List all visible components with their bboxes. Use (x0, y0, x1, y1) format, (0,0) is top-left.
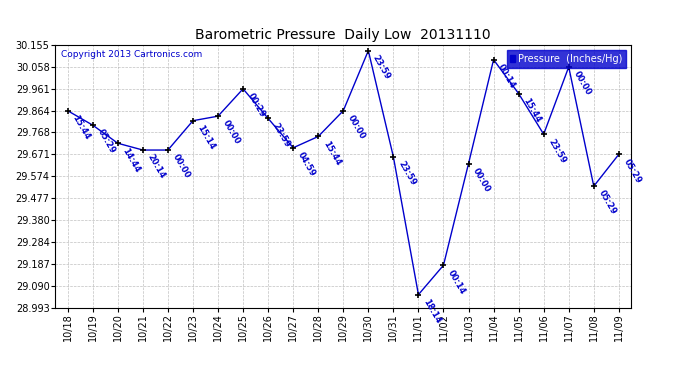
Text: 00:00: 00:00 (471, 166, 492, 194)
Text: 00:00: 00:00 (221, 119, 242, 146)
Text: 18:14: 18:14 (421, 297, 442, 325)
Text: 20:14: 20:14 (146, 153, 167, 180)
Text: 15:14: 15:14 (196, 123, 217, 151)
Title: Barometric Pressure  Daily Low  20131110: Barometric Pressure Daily Low 20131110 (195, 28, 491, 42)
Text: 05:29: 05:29 (622, 157, 642, 184)
Text: 23:59: 23:59 (371, 53, 392, 81)
Text: 15:44: 15:44 (70, 114, 92, 141)
Text: 05:29: 05:29 (597, 189, 618, 216)
Text: 00:29: 00:29 (246, 92, 267, 119)
Text: 23:59: 23:59 (396, 160, 417, 187)
Text: 14:44: 14:44 (121, 146, 142, 174)
Text: 00:00: 00:00 (170, 153, 192, 180)
Text: 04:59: 04:59 (296, 151, 317, 178)
Text: 23:59: 23:59 (271, 121, 292, 149)
Text: 00:14: 00:14 (496, 63, 518, 90)
Text: 23:59: 23:59 (546, 137, 568, 165)
Text: 00:00: 00:00 (346, 114, 367, 141)
Text: 05:29: 05:29 (95, 128, 117, 156)
Text: 00:14: 00:14 (446, 268, 467, 296)
Text: Copyright 2013 Cartronics.com: Copyright 2013 Cartronics.com (61, 50, 202, 59)
Text: 00:00: 00:00 (571, 70, 593, 97)
Legend: Pressure  (Inches/Hg): Pressure (Inches/Hg) (506, 50, 627, 68)
Text: 15:44: 15:44 (522, 96, 542, 124)
Text: 15:44: 15:44 (321, 139, 342, 167)
